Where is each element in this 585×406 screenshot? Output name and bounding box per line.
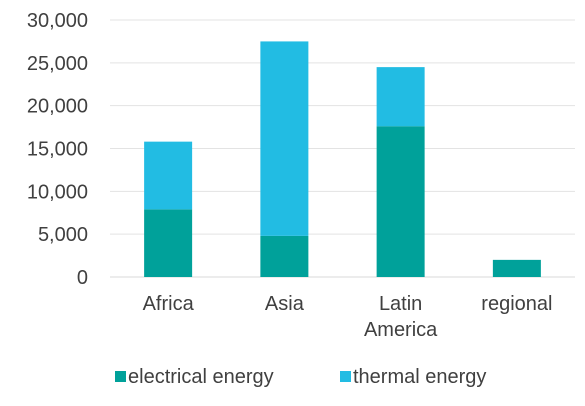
legend-label-electrical: electrical energy bbox=[128, 366, 274, 388]
y-tick-label: 25,000 bbox=[27, 53, 88, 75]
axes: 0 5,000 10,000 15,000 20,000 25,000 30,000 Afri… bbox=[27, 10, 553, 341]
bar-electrical-1 bbox=[260, 235, 309, 277]
y-tick-label: 20,000 bbox=[27, 96, 88, 118]
bar-thermal-0 bbox=[144, 141, 193, 210]
bar-thermal-1 bbox=[260, 41, 309, 236]
legend-label-thermal: thermal energy bbox=[353, 366, 486, 388]
x-category-label: Latin bbox=[379, 293, 422, 315]
y-tick-label: 30,000 bbox=[27, 10, 88, 32]
x-category-label: Africa bbox=[143, 293, 195, 315]
legend-swatch-thermal bbox=[340, 371, 351, 382]
x-category-label: America bbox=[364, 319, 438, 341]
legend: electrical energy thermal energy bbox=[115, 366, 486, 388]
y-tick-label: 0 bbox=[77, 267, 88, 289]
x-category-label: regional bbox=[481, 293, 552, 315]
bar-electrical-3 bbox=[492, 259, 541, 277]
bar-electrical-2 bbox=[376, 126, 425, 277]
legend-swatch-electrical bbox=[115, 371, 126, 382]
y-tick-label: 10,000 bbox=[27, 181, 88, 203]
x-category-label: Asia bbox=[265, 293, 305, 315]
y-tick-label: 5,000 bbox=[38, 224, 88, 246]
bar-thermal-2 bbox=[376, 67, 425, 127]
bar-electrical-0 bbox=[144, 209, 193, 277]
bars bbox=[144, 41, 541, 277]
y-tick-label: 15,000 bbox=[27, 139, 88, 161]
